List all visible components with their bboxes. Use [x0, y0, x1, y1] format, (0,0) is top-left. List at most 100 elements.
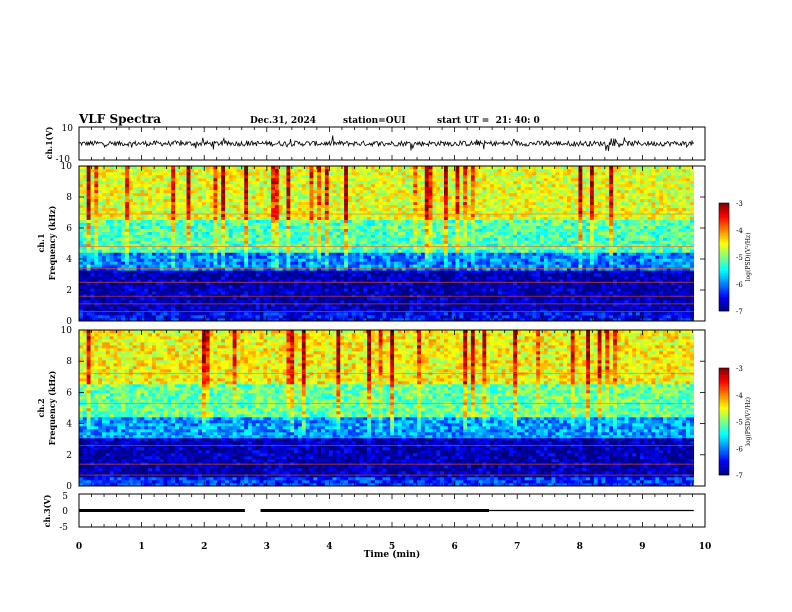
spectrogram-cell — [344, 195, 349, 200]
spectrogram-cell — [382, 204, 387, 209]
spectrogram-cell — [117, 237, 122, 241]
spectrogram-cell — [113, 291, 118, 295]
spectrogram-cell — [309, 285, 314, 289]
spectrogram-cell — [390, 237, 395, 241]
spectrogram-cell — [309, 249, 314, 253]
spectrogram-cell — [152, 204, 157, 209]
spectrogram-cell — [105, 186, 111, 191]
spectrogram-cell — [294, 219, 299, 223]
spectrogram-cell — [432, 273, 437, 277]
spectrogram-cell — [305, 231, 310, 235]
spectrogram-cell — [324, 168, 330, 173]
spectrogram-cell — [374, 270, 379, 274]
spectrogram-cell — [409, 216, 414, 220]
spectrogram-cell — [432, 240, 437, 244]
spectrogram-cell — [282, 213, 287, 217]
spectrogram-cell — [82, 252, 87, 256]
spectrogram-cell — [136, 222, 141, 226]
spectrogram-cell — [332, 267, 337, 271]
spectrogram-cell — [248, 288, 253, 292]
spectrogram-cell — [178, 306, 184, 310]
spectrogram-cell — [298, 198, 303, 203]
spectrogram-cell — [205, 246, 210, 250]
spectrogram-cell — [378, 264, 383, 268]
spectrogram-cell — [82, 294, 87, 298]
spectrogram-cell — [182, 195, 187, 200]
spectrogram-cell — [344, 166, 349, 170]
spectrogram-cell — [79, 198, 84, 203]
spectrogram-cell — [125, 171, 130, 176]
spectrogram-cell — [432, 261, 437, 265]
spectrogram-cell — [251, 177, 257, 182]
spectrogram-cell — [290, 228, 295, 232]
spectrogram-cell — [209, 267, 214, 271]
spectrogram-cell — [382, 222, 387, 226]
spectrogram-cell — [171, 168, 176, 173]
spectrogram-cell — [321, 306, 326, 310]
spectrogram-cell — [209, 174, 214, 179]
spectrogram-cell — [305, 249, 310, 253]
spectrogram-cell — [344, 273, 349, 277]
spectrogram-cell — [390, 282, 395, 286]
spectrogram-cell — [248, 279, 253, 283]
spectrogram-cell — [136, 207, 141, 212]
spectrogram-cell — [109, 171, 114, 176]
spectrogram-cell — [344, 225, 349, 229]
spectrogram-cell — [298, 318, 303, 322]
spectrogram-cell — [401, 201, 406, 206]
spectrogram-cell — [144, 213, 149, 217]
spectrogram-cell — [175, 225, 180, 229]
spectrogram-cell — [121, 243, 126, 247]
spectrogram-cell — [420, 249, 426, 253]
spectrogram-cell — [190, 318, 195, 322]
spectrogram-cell — [178, 192, 184, 197]
spectrogram-cell — [125, 270, 130, 274]
spectrogram-cell — [90, 180, 95, 185]
spectrogram-cell — [305, 303, 310, 307]
spectrogram-cell — [359, 282, 364, 286]
spectrogram-cell — [382, 183, 387, 188]
spectrogram-cell — [190, 201, 195, 206]
spectrogram-cell — [305, 282, 310, 286]
spectrogram-cell — [394, 258, 399, 262]
spectrogram-cell — [217, 204, 222, 209]
spectrogram-cell — [359, 252, 364, 256]
spectrogram-cell — [205, 279, 210, 283]
spectrogram-cell — [328, 318, 333, 322]
spectrogram-cell — [394, 303, 399, 307]
spectrogram-cell — [236, 294, 241, 298]
spectrogram-cell — [201, 225, 207, 229]
spectrogram-cell — [324, 291, 330, 295]
spectrogram-cell — [413, 285, 418, 289]
spectrogram-cell — [213, 234, 218, 238]
spectrogram-cell — [105, 303, 111, 307]
spectrogram-cell — [401, 222, 406, 226]
spectrogram-cell — [209, 291, 214, 295]
spectrogram-cell — [298, 312, 303, 316]
spectrogram-cell — [394, 276, 399, 280]
spectrogram-cell — [155, 291, 160, 295]
spectrogram-cell — [117, 195, 122, 200]
spectrogram-cell — [213, 276, 218, 280]
spectrogram-cell — [251, 246, 257, 250]
spectrogram-cell — [294, 228, 299, 232]
spectrogram-cell — [232, 309, 237, 313]
spectrogram-cell — [232, 234, 237, 238]
spectrogram-cell — [301, 186, 306, 191]
spectrogram-cell — [109, 201, 114, 206]
spectrogram-cell — [105, 216, 111, 220]
spectrogram-cell — [344, 270, 349, 274]
spectrogram-cell — [347, 204, 353, 209]
spectrogram-cell — [128, 183, 134, 188]
spectrogram-cell — [251, 192, 257, 197]
spectrogram-cell — [140, 234, 145, 238]
spectrogram-cell — [132, 249, 137, 253]
spectrogram-cell — [409, 207, 414, 212]
spectrogram-cell — [140, 258, 145, 262]
spectrogram-cell — [294, 213, 299, 217]
spectrogram-cell — [313, 186, 318, 191]
spectrogram-cell — [386, 306, 391, 310]
spectrogram-cell — [248, 210, 253, 214]
spectrogram-cell — [309, 207, 314, 212]
spectrogram-cell — [290, 174, 295, 179]
